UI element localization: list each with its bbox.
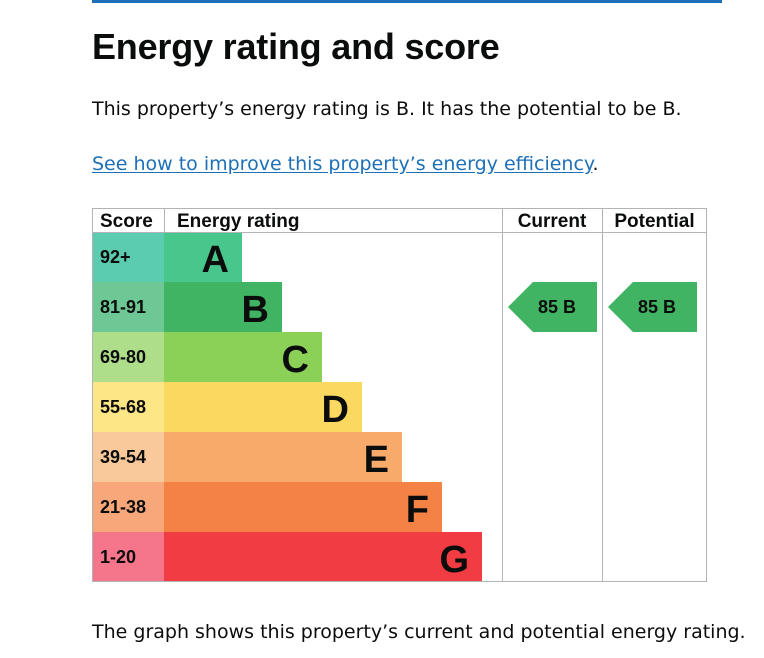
score-range-d: 55-68: [100, 397, 146, 417]
score-cell-e: [92, 432, 164, 482]
energy-rating-summary: This property’s energy rating is B. It h…: [92, 98, 682, 120]
rating-bar-e: [164, 432, 402, 482]
score-cell-a: [92, 232, 164, 282]
top-rule: [92, 0, 722, 3]
rating-bar-d: [164, 382, 362, 432]
rating-letter-f: F: [406, 489, 429, 531]
score-range-a: 92+: [100, 247, 131, 267]
score-range-e: 39-54: [100, 447, 146, 467]
rating-bar-f: [164, 482, 442, 532]
rating-letter-a: A: [202, 239, 229, 281]
rating-letter-b: B: [242, 289, 269, 331]
score-range-c: 69-80: [100, 347, 146, 367]
score-range-b: 81-91: [100, 297, 146, 317]
chart-description: The graph shows this property’s current …: [92, 621, 746, 643]
score-range-g: 1-20: [100, 547, 136, 567]
improve-link-paragraph: See how to improve this property’s energ…: [92, 153, 599, 175]
header-potential: Potential: [614, 211, 694, 232]
rating-letter-g: G: [439, 539, 469, 581]
header-current: Current: [518, 211, 587, 232]
rating-bar-b: [164, 282, 282, 332]
potential-rating-arrow-label: 85 B: [638, 297, 676, 317]
current-rating-arrow: [508, 282, 597, 332]
rating-letter-c: C: [282, 339, 309, 381]
chart-border: [92, 208, 707, 582]
page-title: Energy rating and score: [92, 26, 500, 67]
header-energy-rating: Energy rating: [177, 211, 299, 232]
current-rating-arrow-label: 85 B: [538, 297, 576, 317]
rating-bar-g: [164, 532, 482, 582]
rating-letter-d: D: [322, 389, 349, 431]
score-cell-d: [92, 382, 164, 432]
score-range-f: 21-38: [100, 497, 146, 517]
rating-bar-a: [164, 232, 242, 282]
link-suffix: .: [592, 153, 599, 175]
improve-efficiency-link[interactable]: See how to improve this property’s energ…: [92, 153, 593, 175]
rating-letter-e: E: [364, 439, 389, 481]
score-cell-b: [92, 282, 164, 332]
potential-rating-arrow: [608, 282, 697, 332]
score-cell-c: [92, 332, 164, 382]
score-cell-g: [92, 532, 164, 582]
header-score: Score: [100, 211, 153, 232]
rating-bar-c: [164, 332, 322, 382]
score-cell-f: [92, 482, 164, 532]
